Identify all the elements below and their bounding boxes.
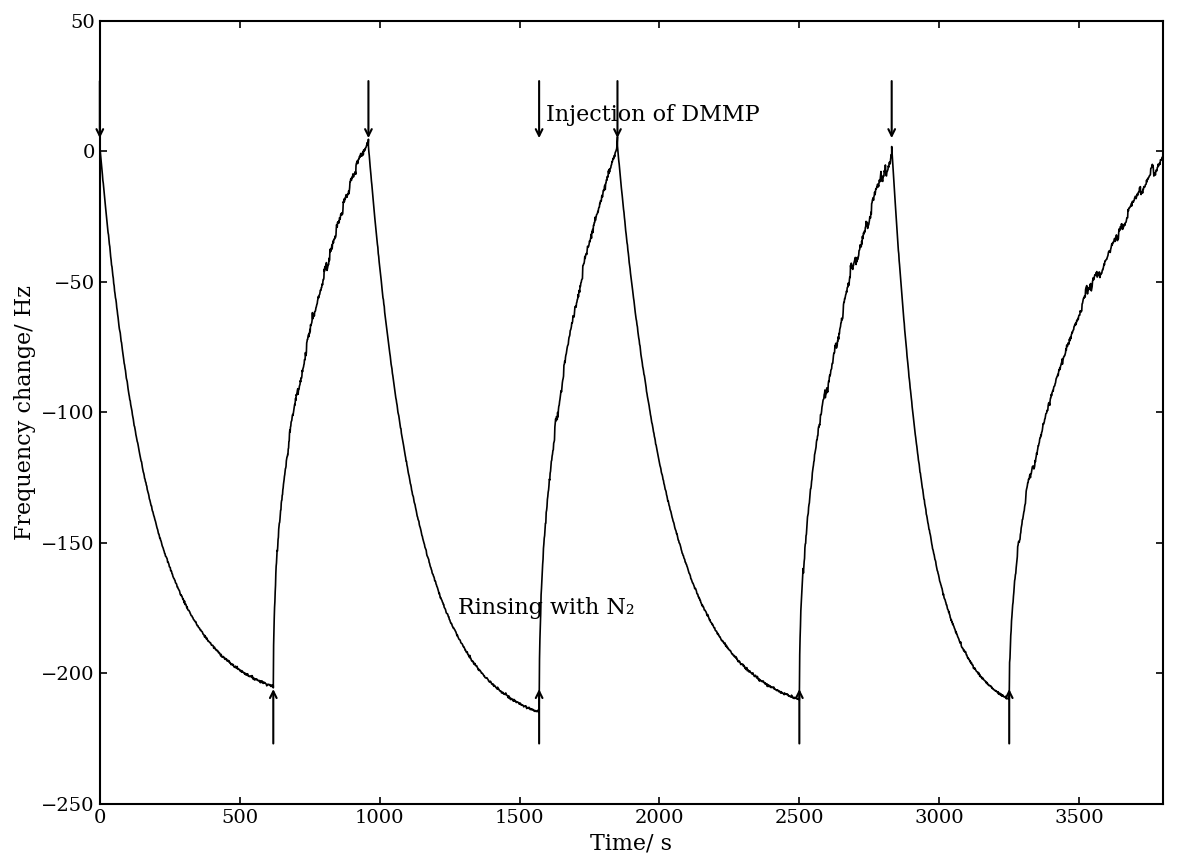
X-axis label: Time/ s: Time/ s bbox=[591, 832, 672, 854]
Text: Rinsing with N₂: Rinsing with N₂ bbox=[458, 597, 634, 619]
Text: Injection of DMMP: Injection of DMMP bbox=[546, 104, 759, 126]
Y-axis label: Frequency change/ Hz: Frequency change/ Hz bbox=[14, 285, 35, 540]
